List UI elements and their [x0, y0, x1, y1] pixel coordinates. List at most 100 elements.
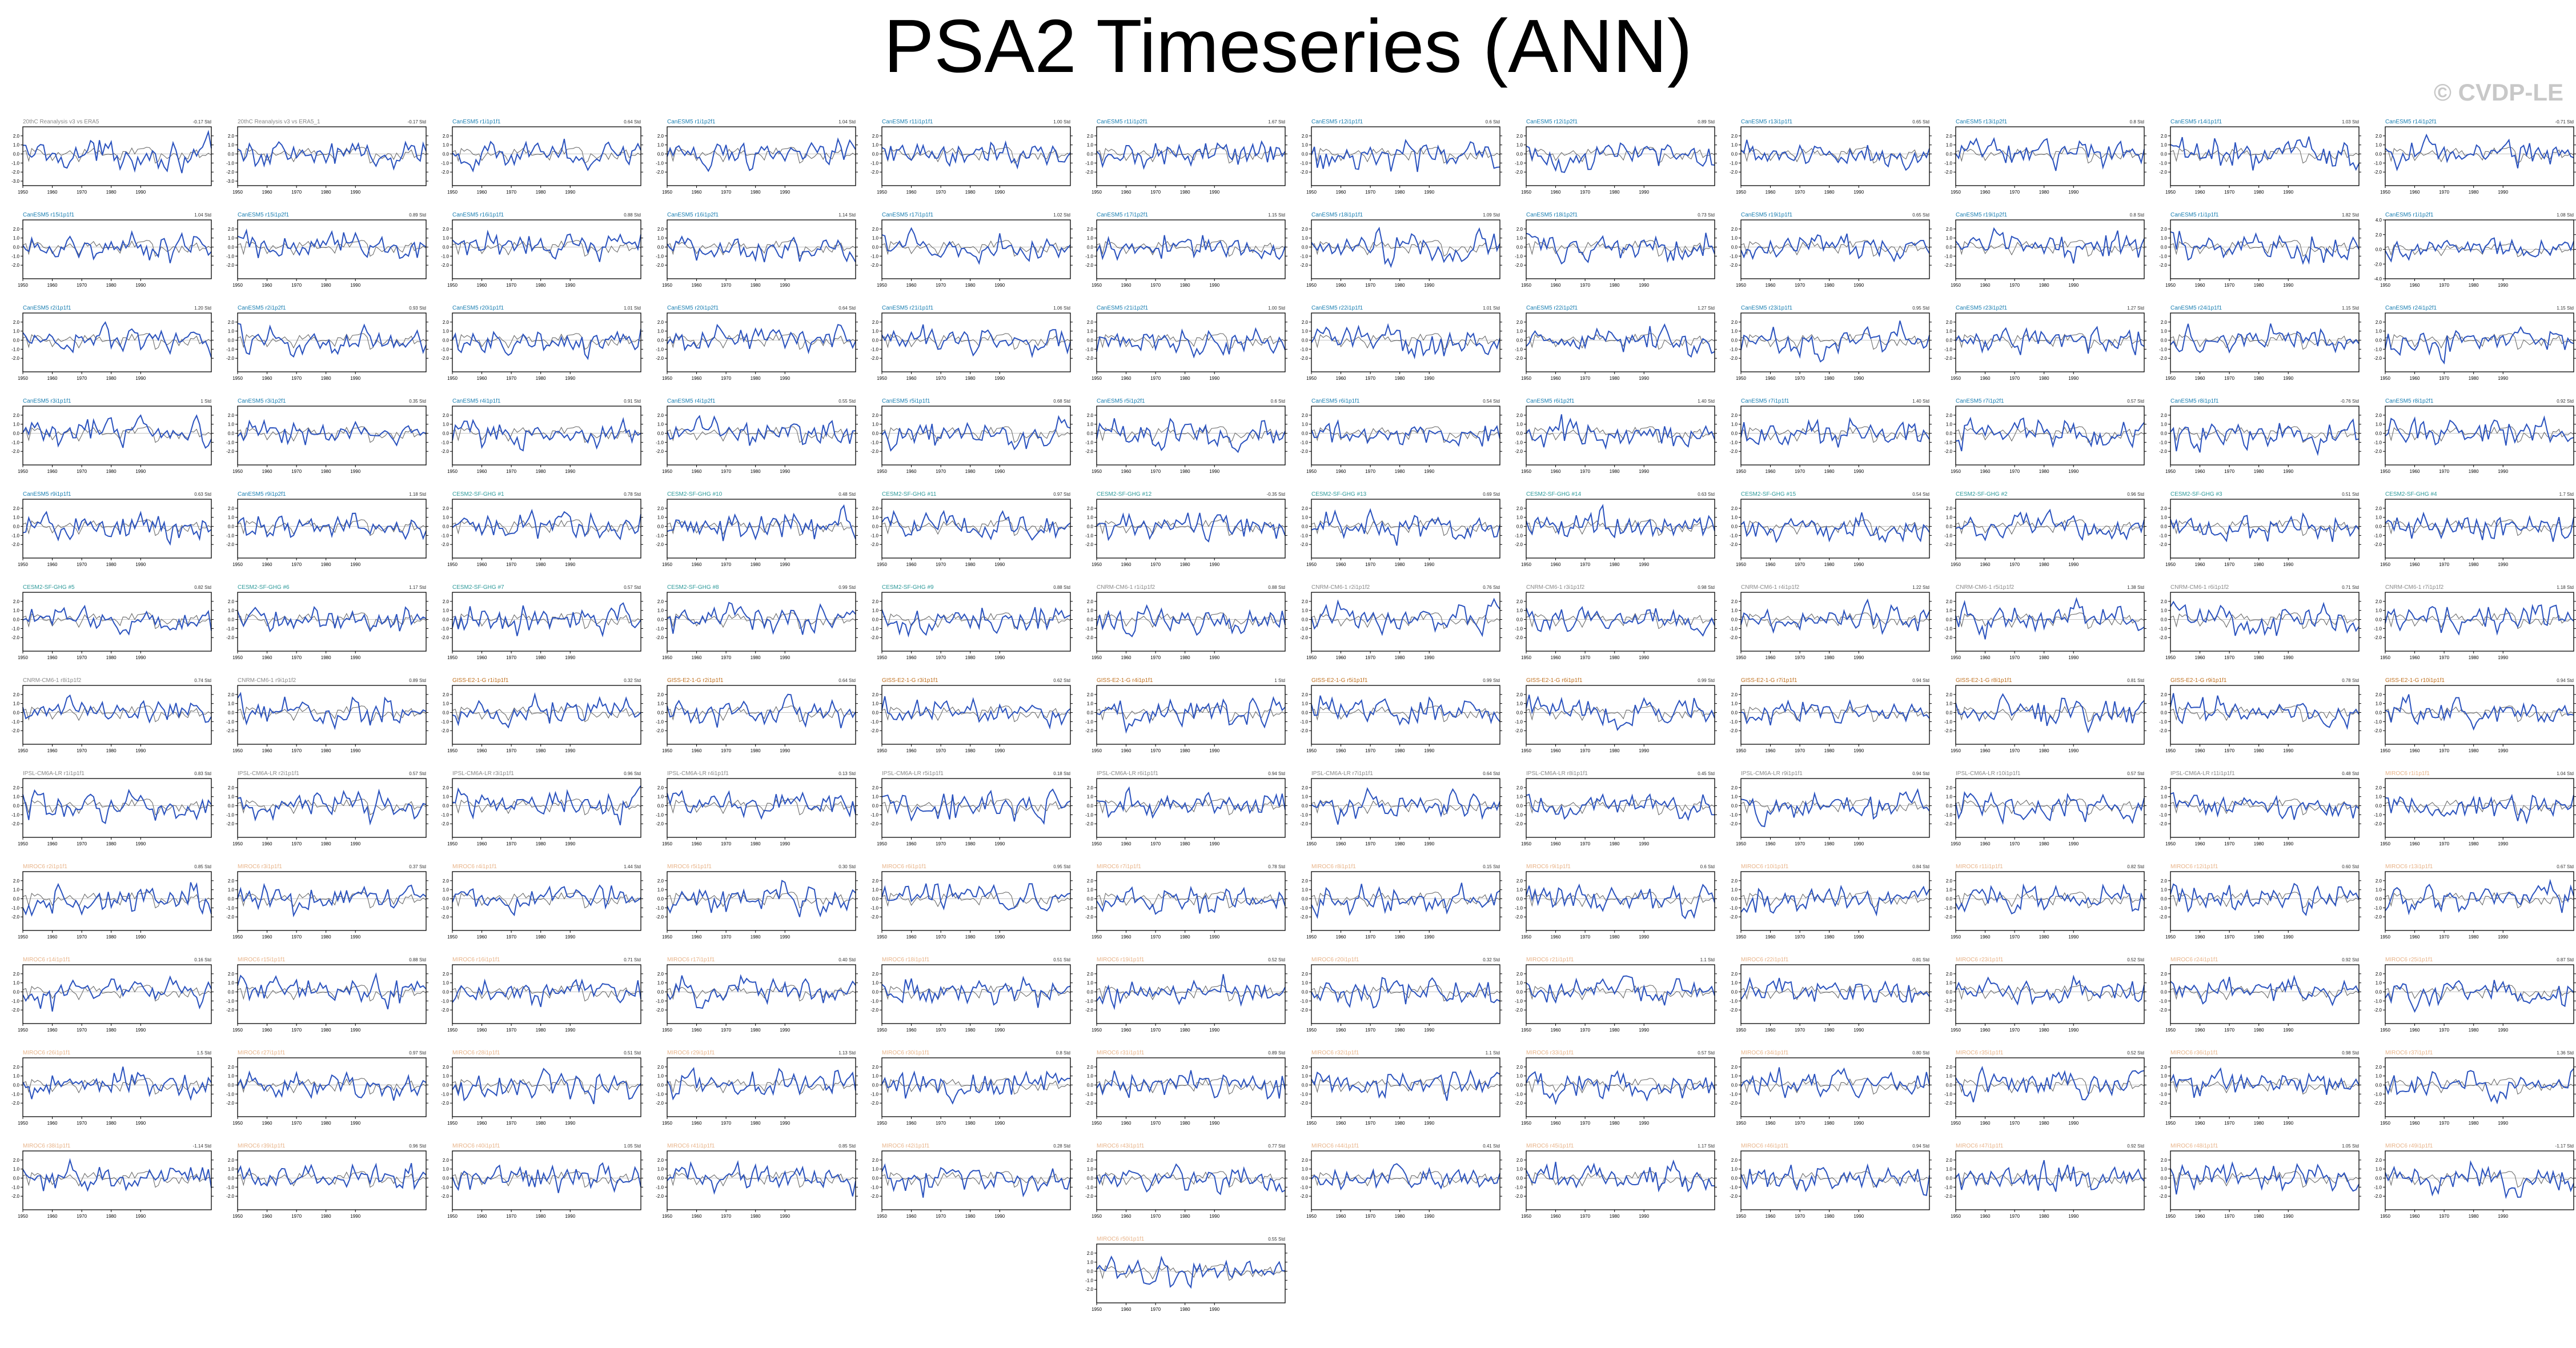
y-tick-label: 2.0 — [872, 785, 879, 791]
y-tick-label: 0.0 — [1946, 1176, 1953, 1181]
y-tick-label: 0.0 — [1302, 524, 1309, 529]
panel-title: CanESM5 r18i1p1f1 — [1311, 212, 1363, 218]
y-tick-label: 2.0 — [2161, 134, 2168, 139]
y-tick-label: 2.0 — [2376, 134, 2382, 139]
y-tick-label: 2.0 — [1731, 599, 1738, 604]
panel-frame — [1096, 1243, 1286, 1303]
x-tick-label: 1950 — [877, 469, 887, 474]
y-tick-label: -1.0 — [1515, 1092, 1523, 1097]
panel-title: MIROC6 r14i1p1f1 — [23, 957, 71, 963]
timeseries-panel: MIROC6 r21i1p1f1 1.1 Std2.01.00.0-1.0-2.0… — [1515, 957, 1717, 1033]
x-tick-label: 1980 — [751, 655, 761, 660]
y-tick-label: 1.0 — [1516, 515, 1523, 520]
y-tick-label: 2.0 — [1087, 1065, 1094, 1070]
y-tick-label: 2.0 — [1302, 1065, 1309, 1070]
y-tick-label: 1.0 — [1516, 888, 1523, 893]
y-tick-label: -2.0 — [2159, 263, 2167, 268]
x-tick-label: 1990 — [780, 190, 790, 195]
x-tick-label: 1950 — [1951, 562, 1961, 567]
panel-frame — [237, 406, 427, 466]
x-tick-label: 1960 — [906, 562, 917, 567]
x-tick-label: 1980 — [1824, 841, 1835, 846]
model-series-line — [1955, 137, 2145, 171]
y-tick-label: -2.0 — [1730, 356, 1738, 361]
y-tick-label: 0.0 — [1516, 431, 1523, 436]
x-tick-label: 1960 — [47, 1214, 58, 1219]
panel-note: 1.03 Std — [2342, 119, 2359, 125]
panel-title: CanESM5 r4i1p1f1 — [452, 398, 501, 404]
model-series-line — [22, 604, 212, 636]
timeseries-panel: IPSL-CM6A-LR r1i1p1f1 0.83 Std2.01.00.0-1… — [11, 771, 214, 846]
panel-frame — [237, 312, 427, 372]
y-tick-label: 1.0 — [443, 422, 450, 427]
timeseries-panel: IPSL-CM6A-LR r10i1p1f1 0.57 Std2.01.00.0-… — [1944, 771, 2146, 846]
timeseries-panel: CanESM5 r19i1p2f1 0.8 Std2.01.00.0-1.0-2.… — [1944, 212, 2146, 288]
x-tick-label: 1950 — [2380, 190, 2390, 195]
timeseries-panel: CanESM5 r1i1p2f1 1.08 Std4.02.00.0-2.0-4.… — [2374, 212, 2576, 288]
x-tick-label: 1980 — [965, 190, 976, 195]
y-tick-label: 2.0 — [1302, 785, 1309, 791]
panel-note: 0.92 Std — [2342, 957, 2359, 962]
y-tick-label: -1.0 — [1944, 1185, 1952, 1190]
y-tick-label: 2.0 — [657, 227, 664, 232]
panel-note: 1.1 Std — [1700, 957, 1715, 962]
x-tick-label: 1960 — [906, 190, 917, 195]
y-tick-label: -2.0 — [11, 263, 19, 268]
model-series-line — [22, 511, 212, 546]
panel-frame — [452, 126, 641, 186]
y-tick-label: 2.0 — [443, 692, 450, 697]
x-tick-label: 1970 — [77, 841, 87, 846]
timeseries-panel: CanESM5 r19i1p1f1 0.65 Std2.01.00.0-1.0-2… — [1730, 212, 1932, 288]
y-tick-label: 1.0 — [13, 236, 20, 241]
y-tick-label: -2.0 — [1730, 1008, 1738, 1013]
y-tick-label: 0.0 — [1302, 338, 1309, 343]
y-tick-label: 1.0 — [1302, 422, 1309, 427]
y-tick-label: 1.0 — [1087, 143, 1094, 148]
panel-title: CESM2-SF-GHG #14 — [1526, 491, 1582, 498]
x-tick-label: 1970 — [506, 655, 516, 660]
panel-note: -1.14 Std — [193, 1144, 211, 1149]
reference-series-line — [1096, 147, 1286, 164]
timeseries-panel: CNRM-CM6-1 r4i1p1f2 1.22 Std2.01.00.0-1.0… — [1730, 584, 1932, 660]
y-tick-label: 2.0 — [1087, 134, 1094, 139]
x-tick-label: 1990 — [1209, 1028, 1219, 1033]
x-tick-label: 1970 — [506, 283, 516, 288]
x-tick-label: 1980 — [2469, 469, 2479, 474]
timeseries-panel: MIROC6 r28i1p1f1 0.51 Std2.01.00.0-1.0-2.… — [441, 1050, 643, 1126]
model-series-line — [667, 974, 856, 1009]
x-tick-label: 1970 — [1795, 655, 1805, 660]
panel-title: CESM2-SF-GHG #3 — [2170, 491, 2222, 498]
y-tick-label: 2.0 — [657, 1065, 664, 1070]
x-tick-label: 1970 — [721, 1214, 731, 1219]
panel-title: CanESM5 r12i1p2f1 — [1526, 119, 1578, 125]
y-tick-label: 0.0 — [2376, 711, 2382, 716]
x-tick-label: 1960 — [692, 1121, 702, 1126]
timeseries-panel: CESM2-SF-GHG #15 0.54 Std2.01.00.0-1.0-2.… — [1730, 491, 1932, 567]
model-series-line — [2170, 974, 2360, 1006]
y-tick-label: -1.0 — [870, 812, 878, 817]
y-tick-label: -1.0 — [1944, 533, 1952, 538]
y-tick-label: 1.0 — [443, 608, 450, 613]
model-series-line — [452, 1068, 641, 1105]
y-tick-label: 1.0 — [2376, 329, 2382, 334]
panel-title: CanESM5 r14i1p1f1 — [2170, 119, 2222, 125]
x-tick-label: 1990 — [780, 1028, 790, 1033]
x-tick-label: 1950 — [1521, 376, 1531, 381]
y-tick-label: 2.0 — [13, 506, 20, 511]
y-tick-label: 1.0 — [2161, 795, 2168, 800]
panel-title: CESM2-SF-GHG #5 — [23, 584, 75, 591]
x-tick-label: 1960 — [1336, 469, 1346, 474]
y-tick-label: -1.0 — [1730, 905, 1738, 910]
x-tick-label: 1970 — [77, 1028, 87, 1033]
y-tick-label: 4.0 — [2376, 218, 2382, 223]
panel-frame — [2385, 685, 2574, 745]
reference-series-line — [237, 985, 427, 1002]
y-tick-label: 1.0 — [1731, 143, 1738, 148]
panel-frame — [1955, 685, 2145, 745]
x-tick-label: 1980 — [1395, 748, 1405, 753]
timeseries-panel: CNRM-CM6-1 r3i1p1f2 0.98 Std2.01.00.0-1.0… — [1515, 584, 1717, 660]
y-tick-label: -1.0 — [441, 1185, 449, 1190]
x-tick-label: 1980 — [1610, 934, 1620, 940]
y-tick-label: -2.0 — [1944, 356, 1952, 361]
y-tick-label: 0.0 — [1731, 1176, 1738, 1181]
